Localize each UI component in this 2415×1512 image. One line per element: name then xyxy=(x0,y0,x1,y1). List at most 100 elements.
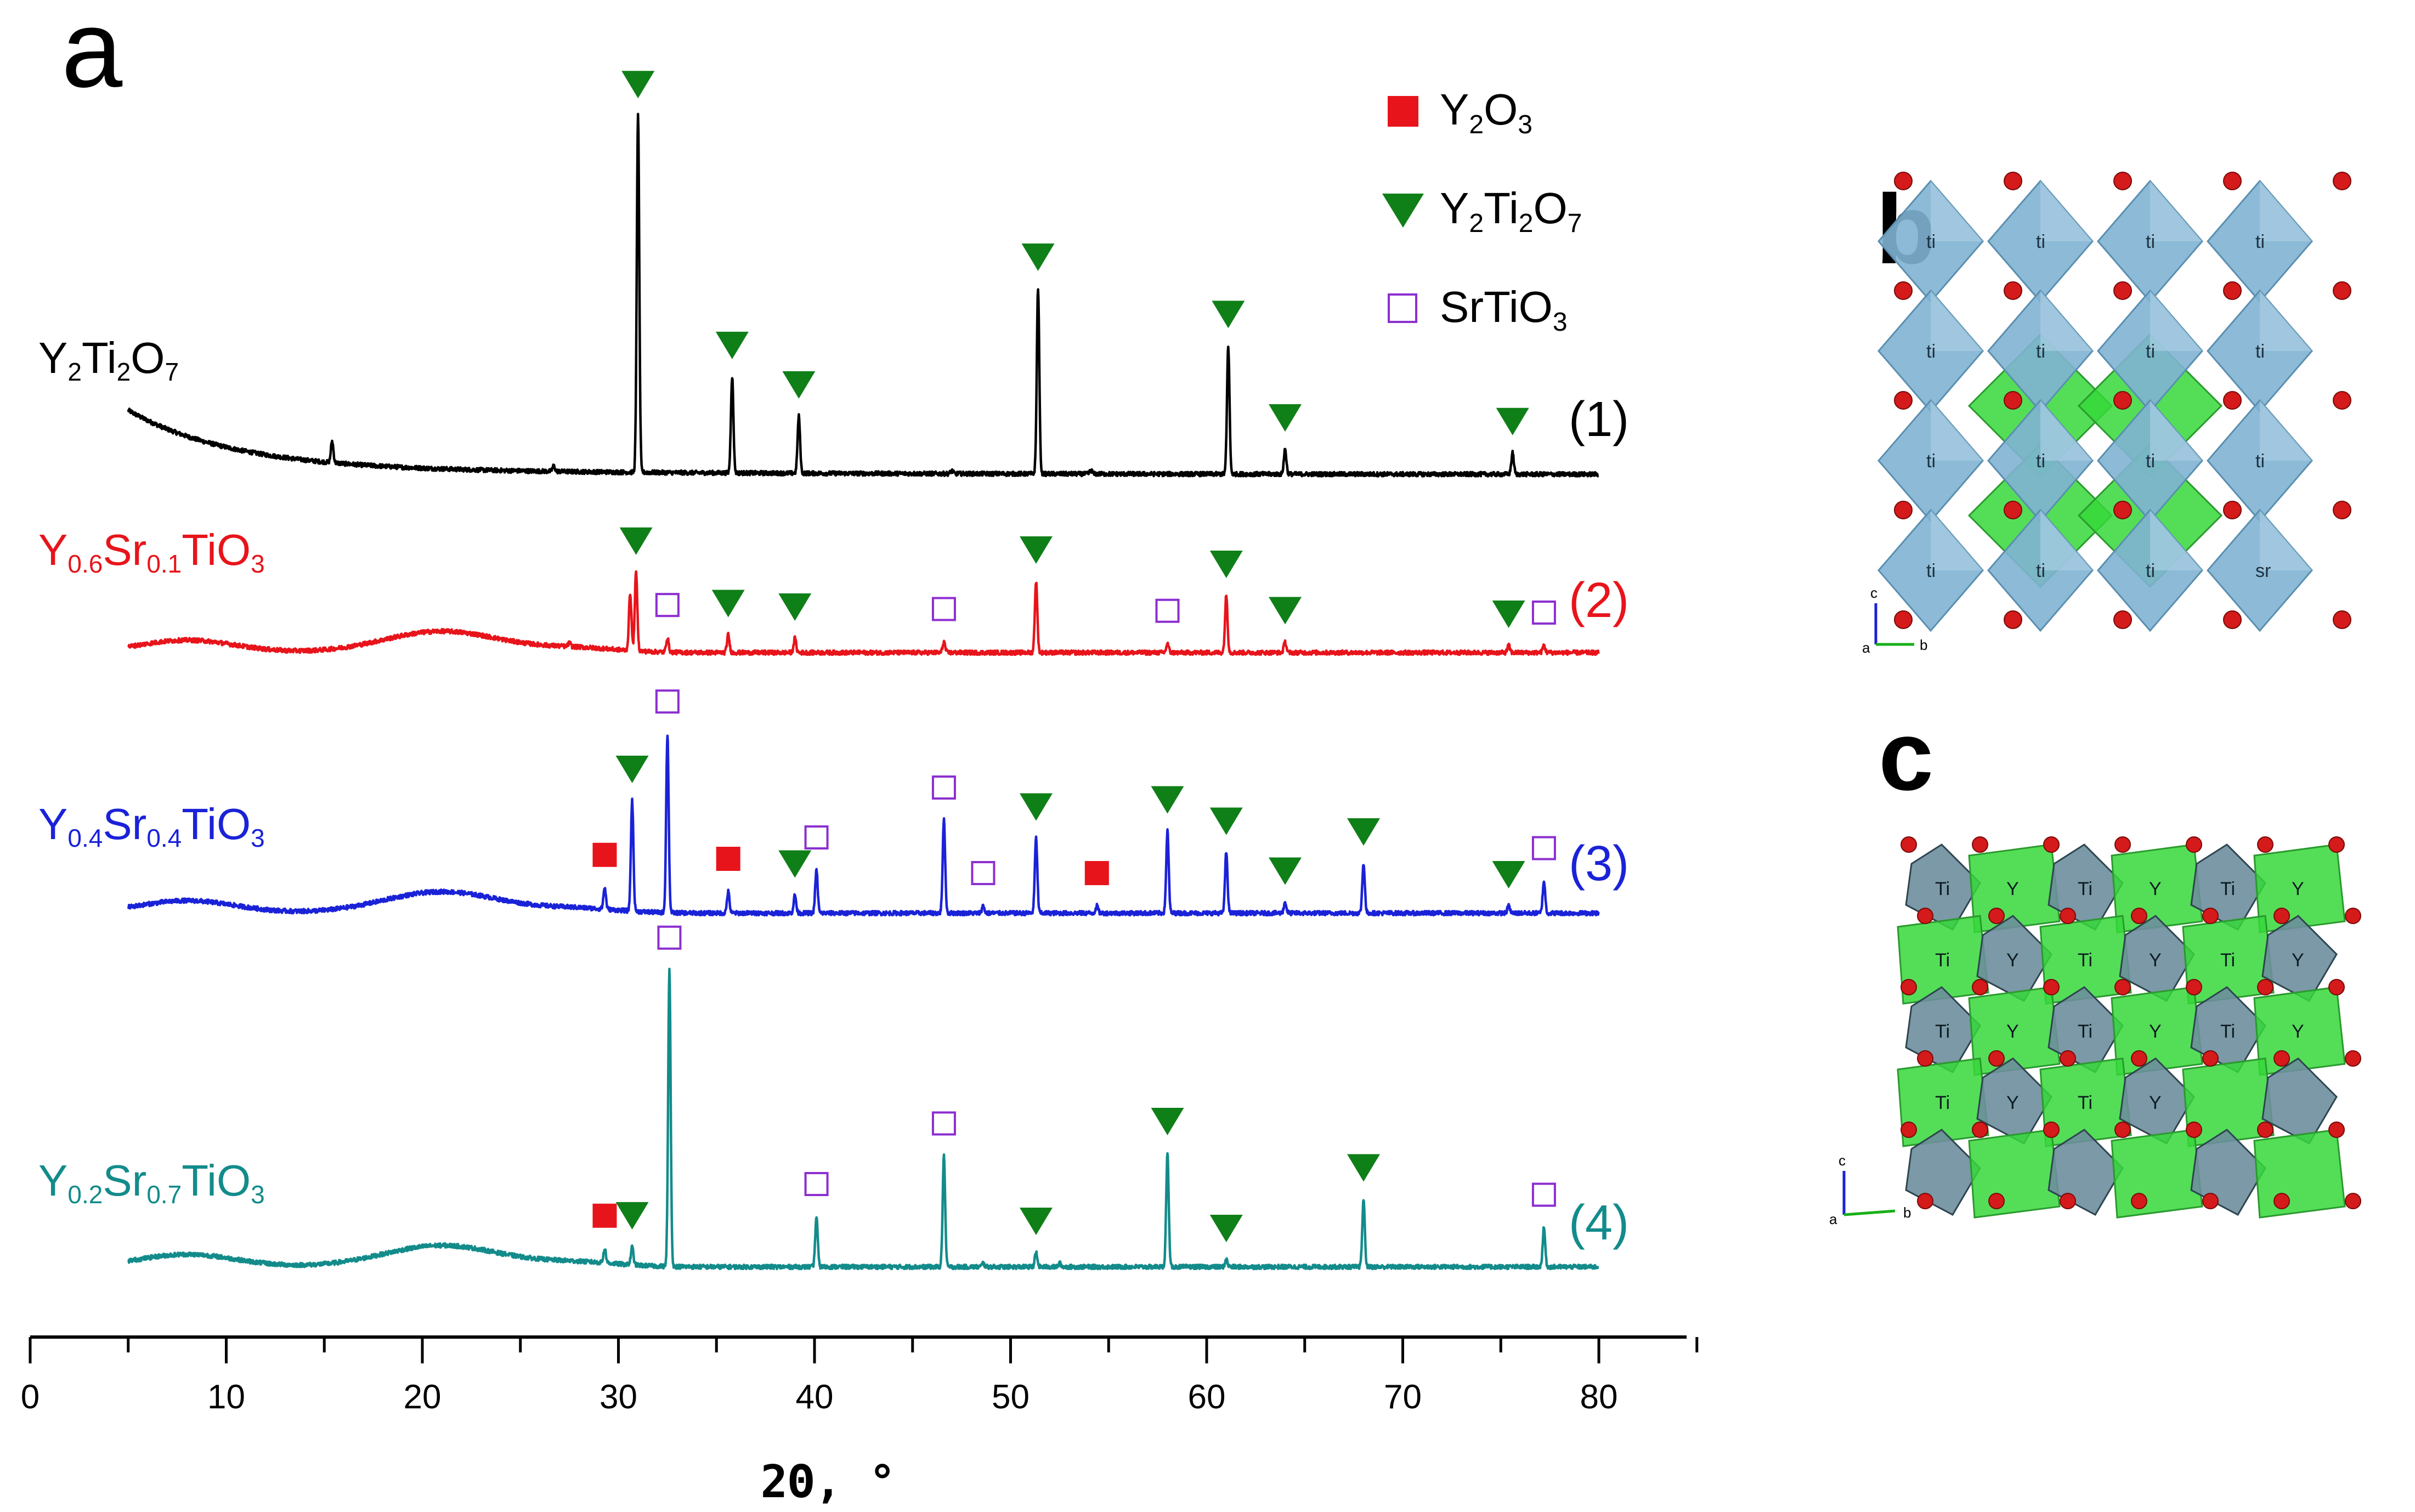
oxygen-atom xyxy=(2131,908,2147,924)
octahedron-facet xyxy=(1931,181,1983,241)
series-index-label: (4) xyxy=(1569,1196,1629,1250)
y2o3-marker xyxy=(716,846,740,871)
atom-label: Ti xyxy=(2220,879,2235,899)
oxygen-atom xyxy=(2328,979,2345,995)
y2ti2o7-marker xyxy=(1151,1108,1184,1135)
phase-marker-layer xyxy=(592,71,1556,1242)
y-polyhedron: Ti xyxy=(1897,915,1989,1005)
atom-label: ti xyxy=(2036,231,2045,252)
oxygen-atom xyxy=(1894,610,1913,629)
y2ti2o7-marker xyxy=(621,71,655,99)
atom-label: ti xyxy=(1926,451,1936,472)
polyhedron-face xyxy=(2253,1129,2346,1219)
atom-label: Y xyxy=(2006,950,2019,971)
series-line xyxy=(127,112,1599,478)
x-tick-label: 80 xyxy=(1580,1378,1618,1416)
y2ti2o7-marker xyxy=(615,755,649,783)
oxygen-atom xyxy=(2202,1193,2219,1209)
sample-label: Y0.2Sr0.7TiO3 xyxy=(38,1156,265,1209)
oxygen-atom xyxy=(2328,1122,2345,1138)
octahedron-facet xyxy=(2260,510,2312,570)
sample-label: Y2Ti2O7 xyxy=(38,333,179,386)
octahedron-facet xyxy=(2260,291,2312,351)
srtio3-marker xyxy=(657,925,682,950)
x-axis-title: 2Θ, ° xyxy=(761,1456,896,1508)
ti-octahedron: ti xyxy=(2097,179,2203,303)
oxygen-atom xyxy=(2004,281,2022,300)
atom-label: Ti xyxy=(2078,1092,2092,1113)
octahedron-facet xyxy=(1931,400,1983,461)
polyhedron-face xyxy=(1897,915,1989,1005)
y2ti2o7-marker xyxy=(1269,404,1302,432)
oxygen-atom xyxy=(2223,281,2242,300)
ti-octahedron: ti xyxy=(1877,179,1984,303)
oxygen-atom xyxy=(2345,1193,2361,1209)
oxygen-atom xyxy=(2223,172,2242,190)
ti-polyhedron xyxy=(2261,1057,2338,1145)
sample-label-layer: Y2Ti2O7 (1) Y0.6Sr0.1TiO3 (2) Y0.4Sr0.4TiO3 (… xyxy=(38,333,1629,1250)
oxygen-atom xyxy=(2333,172,2351,190)
atom-label: ti xyxy=(2036,560,2045,581)
sample-label: Y0.4Sr0.4TiO3 xyxy=(38,800,265,852)
oxygen-atom xyxy=(2043,836,2060,853)
oxygen-atom xyxy=(2043,1122,2060,1138)
atom-label: ti xyxy=(1926,341,1936,362)
axis-letter: a xyxy=(1829,1211,1837,1227)
x-axis: 0 10 20 30 40 50 60 70 80 xyxy=(21,1335,1699,1416)
oxygen-atom xyxy=(2223,391,2242,410)
atom-label: ti xyxy=(2146,451,2155,472)
legend-srtio3-swatch xyxy=(1388,293,1417,323)
y2ti2o7-marker xyxy=(1209,551,1243,578)
oxygen-atom xyxy=(2257,836,2273,853)
y2ti2o7-marker xyxy=(1269,597,1302,625)
atom-label: ti xyxy=(1926,231,1936,252)
atom-label: Ti xyxy=(1935,950,1950,971)
oxygen-atom xyxy=(1972,979,1988,995)
y-polyhedron xyxy=(1968,1129,2061,1219)
atom-label: Y xyxy=(2292,950,2304,971)
legend-item: SrTiO3 xyxy=(1388,282,1568,337)
x-tick-label: 40 xyxy=(796,1378,834,1416)
oxygen-atom xyxy=(2060,1193,2076,1209)
srtio3-marker xyxy=(931,775,956,800)
x-tick-label: 30 xyxy=(599,1378,637,1416)
oxygen-atom xyxy=(2257,979,2273,995)
oxygen-atom xyxy=(2333,501,2351,519)
octahedron-facet xyxy=(2150,400,2202,461)
series-index-label: (3) xyxy=(1569,836,1629,891)
y2ti2o7-marker xyxy=(1019,536,1053,564)
srtio3-marker xyxy=(804,1172,829,1196)
x-tick-label: 70 xyxy=(1384,1378,1422,1416)
ti-octahedron: ti xyxy=(1987,399,2094,523)
panel-letter-c: c xyxy=(1879,701,1933,811)
oxygen-atom xyxy=(1901,1122,1917,1138)
y2ti2o7-marker xyxy=(619,527,653,555)
oxygen-atom xyxy=(2043,979,2060,995)
oxygen-atom xyxy=(2186,1122,2202,1138)
octahedron-facet xyxy=(2150,291,2202,351)
x-tick-label: 60 xyxy=(1188,1378,1226,1416)
axis-letter: a xyxy=(1862,639,1870,656)
panel-letter-a: a xyxy=(61,0,123,110)
y2ti2o7-marker xyxy=(1496,407,1529,435)
oxygen-atom xyxy=(2186,836,2202,853)
atom-label: Ti xyxy=(1935,879,1950,899)
oxygen-atom xyxy=(2004,172,2022,190)
axes-indicator-b: c b a xyxy=(1862,585,1927,656)
oxygen-atom xyxy=(2202,908,2219,924)
legend-label: SrTiO3 xyxy=(1440,282,1568,337)
oxygen-atom xyxy=(2114,1122,2131,1138)
oxygen-atom xyxy=(2131,1193,2147,1209)
xrd-plot: 0 10 20 30 40 50 60 70 80 Y2Ti2O7 (1) Y0.6Sr0.1TiO… xyxy=(21,71,1699,1508)
y-polyhedron: Ti xyxy=(2039,915,2132,1005)
oxygen-atom xyxy=(2113,172,2132,190)
oxygen-atom xyxy=(2333,391,2351,410)
oxygen-atom xyxy=(2113,610,2132,629)
y2ti2o7-marker xyxy=(778,850,812,878)
oxygen-atom xyxy=(1894,172,1913,190)
axis-letter: b xyxy=(1903,1204,1911,1221)
series-line xyxy=(127,734,1600,917)
y2ti2o7-marker xyxy=(615,1202,649,1230)
atom-label: Y xyxy=(2006,879,2019,899)
atom-label: ti xyxy=(2036,451,2045,472)
